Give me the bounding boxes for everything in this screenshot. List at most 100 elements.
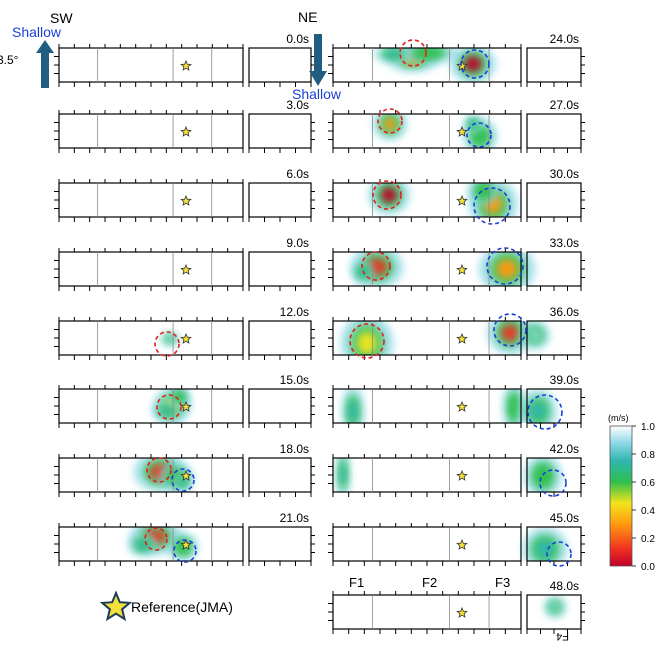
heat-core	[179, 478, 187, 486]
heat-core	[383, 117, 397, 131]
snapshot-time-label: 12.0s	[280, 305, 309, 319]
rupture-front-red-circle	[399, 39, 427, 67]
reference-star-icon	[456, 263, 468, 275]
reference-star-icon	[456, 400, 468, 412]
heat-core	[529, 329, 541, 341]
panel-main-frame	[58, 113, 244, 149]
snapshot-time-label: 36.0s	[550, 305, 579, 319]
colorbar-tick-label: 0.0	[641, 562, 655, 573]
snapshot-time-label: 18.0s	[280, 442, 309, 456]
snapshot-time-label: 45.0s	[550, 511, 579, 525]
colorbar-unit: (m/s)	[608, 413, 629, 423]
snapshot-time-label: 24.0s	[550, 32, 579, 46]
rupture-front-red-circle	[146, 457, 172, 483]
rupture-front-red-circle	[361, 251, 391, 281]
colorbar-tick-label: 1.0	[641, 422, 655, 433]
snapshot-panel: 18.0s	[54, 442, 315, 497]
heat-core	[381, 187, 397, 203]
panel-side-frame	[248, 182, 312, 218]
panel-main-frame	[332, 526, 522, 562]
rupture-front-red-circle	[154, 331, 180, 357]
heat-core	[416, 48, 440, 58]
sw-label: SW	[50, 10, 73, 26]
heat-core	[477, 185, 489, 197]
snapshot-panel: 3.0s	[54, 98, 315, 153]
heat-core	[509, 397, 519, 417]
reference-star-icon	[456, 469, 468, 481]
snapshot-panels: 0.0s 3.0s 6.0s 9.0s 12.0s 15.0s 18.0s 21.0s 24.0…	[54, 32, 585, 634]
snapshot-panel: 15.0s	[54, 373, 315, 428]
reference-star-icon	[180, 59, 192, 71]
snapshot-time-label: 0.0s	[286, 32, 309, 46]
snapshot-panel: 27.0s	[328, 98, 585, 153]
panel-side-frame	[248, 526, 312, 562]
rupture-front-blue-circle	[171, 468, 195, 492]
rupture-front-blue-circle	[486, 247, 524, 285]
slip-rate-heat	[372, 114, 498, 148]
heat-core	[137, 540, 149, 550]
panel-main-frame	[58, 320, 244, 356]
colorbar-tick-label: 0.8	[641, 450, 655, 461]
rupture-front-red-circle	[377, 108, 403, 134]
heat-core	[550, 602, 560, 612]
panel-main-frame	[58, 47, 244, 83]
snapshot-time-label: 30.0s	[550, 167, 579, 181]
heat-core	[386, 50, 400, 58]
rupture-front-blue-circle	[466, 122, 492, 148]
heat-core	[531, 402, 545, 420]
panel-side-frame	[248, 251, 312, 287]
rupture-front-red-circle	[349, 323, 385, 359]
snapshot-panel: 9.0s	[54, 236, 315, 291]
fault-label-f1: F1	[349, 575, 364, 590]
panel-main-frame	[332, 594, 522, 630]
colorbar-tick-label: 0.4	[641, 506, 655, 517]
panel-side-frame	[248, 388, 312, 424]
shallow-left-label: Shallow	[12, 24, 62, 40]
rupture-front-blue-circle	[493, 313, 527, 347]
rupture-front-blue-circle	[546, 541, 572, 567]
fault-label-f2: F2	[422, 575, 437, 590]
heat-core	[357, 331, 377, 355]
rupture-front-blue-circle	[539, 469, 567, 497]
heat-core	[464, 56, 482, 72]
shallow-down-arrow-icon	[309, 34, 327, 86]
snapshot-panel: 39.0s	[328, 373, 585, 430]
snapshot-panel: 12.0s	[54, 305, 315, 360]
reference-star-icon	[180, 332, 192, 344]
reference-star-icon	[456, 332, 468, 344]
panel-side-frame	[248, 320, 312, 356]
snapshot-panel: 42.0s	[328, 442, 585, 497]
panel-main-frame	[58, 388, 244, 424]
reference-star-icon	[180, 125, 192, 137]
reference-star-icon	[180, 469, 192, 481]
depth-angle-label: 3.5°	[0, 53, 19, 67]
heat-core	[348, 401, 358, 421]
snapshot-panel: 33.0s	[328, 236, 585, 291]
heat-core	[166, 336, 174, 342]
rupture-front-blue-circle	[527, 394, 563, 430]
rupture-front-blue-circle	[460, 49, 490, 79]
colorbar: (m/s) 1.0 0.8 0.6 0.4 0.2 0.0	[608, 413, 655, 573]
panel-side-frame	[248, 47, 312, 83]
reference-legend: Reference(JMA)	[99, 590, 233, 622]
slip-rate-heat	[127, 527, 199, 561]
reference-star-icon	[180, 263, 192, 275]
snapshot-time-label: 48.0s	[550, 579, 579, 593]
rupture-front-blue-circle	[173, 539, 197, 563]
heat-core	[501, 324, 519, 342]
snapshot-time-label: 15.0s	[280, 373, 309, 387]
heat-core	[340, 464, 346, 484]
heat-core	[473, 129, 487, 143]
slip-rate-heat	[160, 331, 180, 347]
heat-core	[536, 467, 550, 485]
snapshot-time-label: 21.0s	[280, 511, 309, 525]
rupture-front-red-circle	[372, 180, 402, 210]
fault-label-f4-fragment: F4	[556, 630, 569, 642]
colorbar-ticks: 1.0 0.8 0.6 0.4 0.2 0.0	[632, 422, 655, 573]
ne-label: NE	[298, 9, 317, 25]
panel-side-frame	[526, 113, 582, 149]
reference-star-icon	[456, 606, 468, 618]
panel-main-frame	[58, 251, 244, 287]
reference-legend-label: Reference(JMA)	[131, 599, 233, 615]
heat-core	[174, 392, 184, 402]
